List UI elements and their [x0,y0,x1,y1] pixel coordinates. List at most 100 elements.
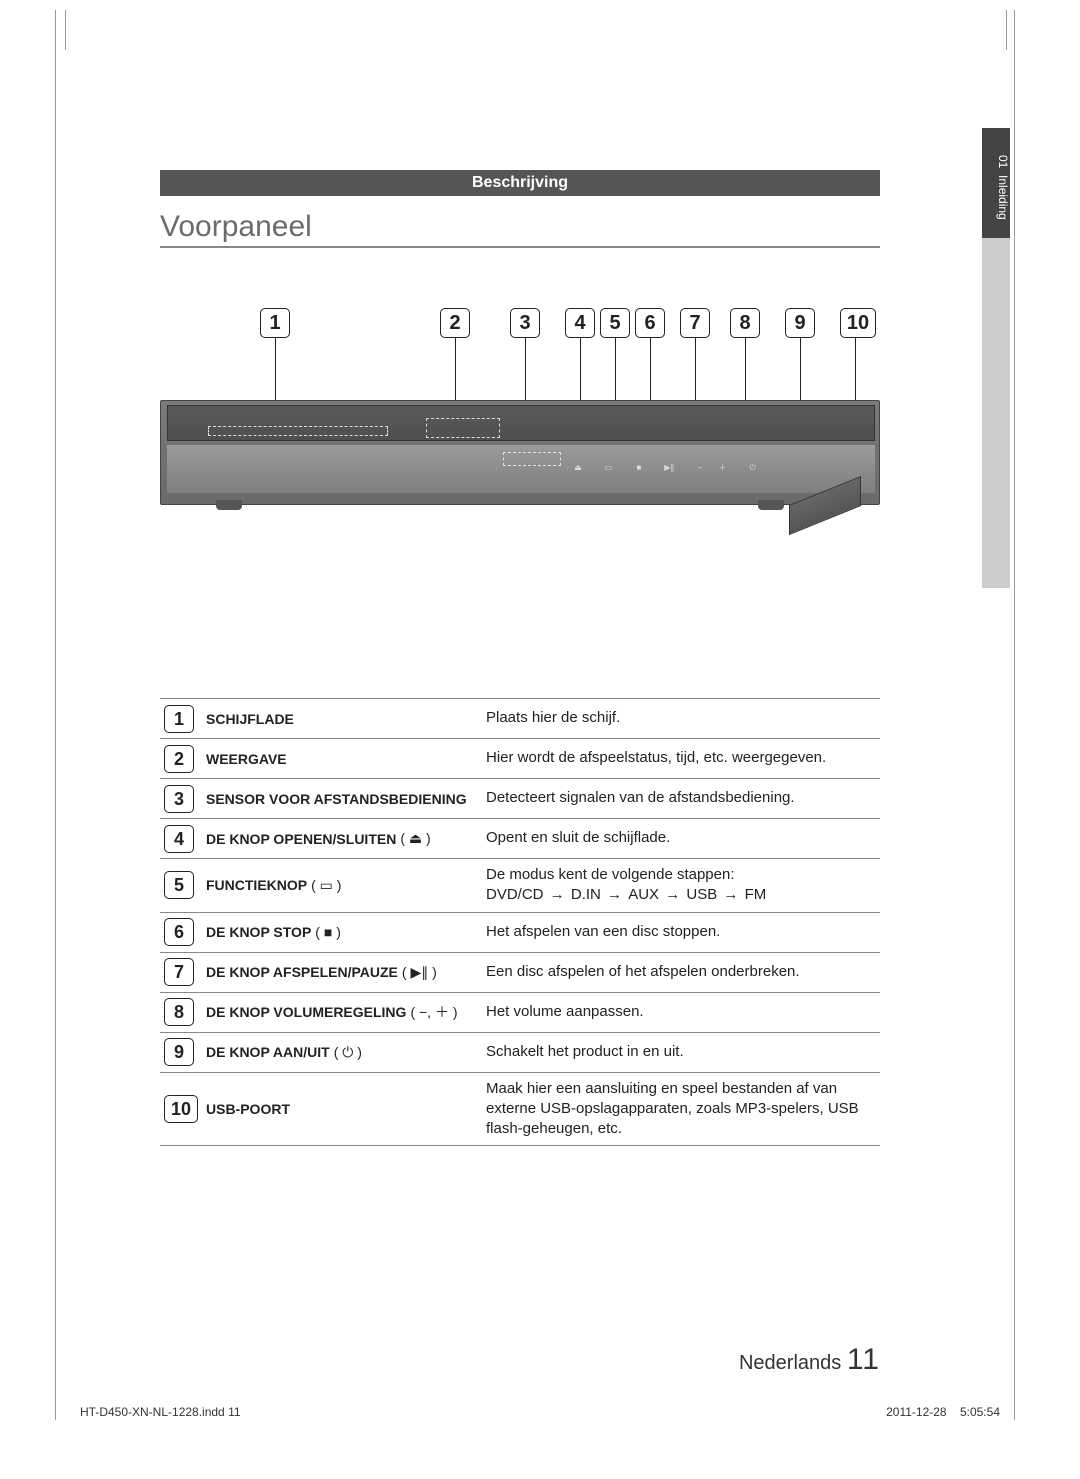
row-name: DE KNOP OPENEN/SLUITEN [206,831,396,847]
row-name-cell: DE KNOP OPENEN/SLUITEN( ⏏ ) [202,824,482,853]
disc-tray-outline [208,426,388,436]
row-description: Detecteert signalen van de afstandsbedie… [482,782,880,814]
print-date: 2011-12-28 [886,1405,947,1419]
vol-up-icon: ＋ [716,462,728,474]
crop-tick [65,10,66,50]
print-metadata: HT-D450-XN-NL-1228.indd 11 2011-12-28 5:… [80,1405,1000,1419]
row-number-cell: 2 [160,740,202,778]
row-name-cell: WEERGAVE [202,745,482,773]
row-icon: ( −, ＋ ) [410,1002,457,1022]
device-button-row: ⏏ ▭ ■ ▶∥ − ＋ ⏻ [572,459,773,473]
device-body: ⏏ ▭ ■ ▶∥ − ＋ ⏻ [160,400,880,505]
table-row: 10 USB-POORT Maak hier een aansluiting en … [160,1073,880,1147]
chapter-number: 01 [996,155,1010,168]
row-icon: ( ⏏ ) [400,830,430,847]
table-row: 8DE KNOP VOLUMEREGELING( −, ＋ )Het volum… [160,993,880,1033]
row-number-box: 6 [164,918,194,946]
front-panel-diagram: 12345678910 ⏏ ▭ ■ ▶∥ − ＋ ⏻ [160,308,880,528]
row-number-box: 2 [164,745,194,773]
callout-box: 6 [635,308,665,338]
arrow-icon: → [659,886,686,903]
row-number-cell: 4 [160,820,202,858]
row-description: Het volume aanpassen. [482,996,880,1028]
chapter-tab-tail [982,238,1010,588]
callout-box: 10 [840,308,876,338]
callout-box: 4 [565,308,595,338]
mode-item: DVD/CD [486,886,544,903]
row-name-cell: DE KNOP VOLUMEREGELING( −, ＋ ) [202,996,482,1028]
row-name: DE KNOP STOP [206,924,311,940]
row-description: Plaats hier de schijf. [482,702,880,734]
device-foot [216,500,242,510]
eject-icon: ⏏ [572,462,584,474]
stop-icon: ■ [633,462,645,474]
row-number-cell: 7 [160,953,202,991]
row-number-cell: 10 [160,1090,202,1128]
row-number-box: 3 [164,785,194,813]
section-bar: Beschrijving [160,170,880,196]
callout-box: 1 [260,308,290,338]
callout-box: 5 [600,308,630,338]
chapter-tab: 01 Inleiding [982,128,1010,238]
row-name: DE KNOP VOLUMEREGELING [206,1004,406,1020]
row-description: Maak hier een aansluiting en speel besta… [482,1073,880,1146]
page-footer: Nederlands 11 [160,1343,880,1377]
row-icon: ( ▶∥ ) [402,964,437,981]
vol-down-icon: − [694,462,706,474]
arrow-icon: → [544,886,571,903]
row-name: USB-POORT [206,1101,290,1117]
device-foot [758,500,784,510]
row-name: SCHIJFLADE [206,711,294,727]
callout-box: 2 [440,308,470,338]
mode-item: USB [686,886,717,903]
play-pause-icon: ▶∥ [663,462,675,474]
row-name-cell: SENSOR VOOR AFSTANDSBEDIENING [202,785,482,813]
row-name: DE KNOP AAN/UIT [206,1044,330,1060]
table-row: 3 SENSOR VOOR AFSTANDSBEDIENINGDetecteert… [160,779,880,819]
legend-table: 1SCHIJFLADEPlaats hier de schijf.2WEERGA… [160,698,880,1146]
callout-line [455,338,456,408]
ir-sensor-outline [503,452,561,466]
row-description: Opent en sluit de schijflade. [482,822,880,854]
mode-item: FM [745,886,767,903]
row-number-box: 4 [164,825,194,853]
row-description: Schakelt het product in en uit. [482,1036,880,1068]
callout-box: 8 [730,308,760,338]
row-name-cell: DE KNOP AFSPELEN/PAUZE( ▶∥ ) [202,958,482,987]
device-front-plate: ⏏ ▭ ■ ▶∥ − ＋ ⏻ [167,445,875,493]
row-name: DE KNOP AFSPELEN/PAUZE [206,964,398,980]
chapter-title: Inleiding [996,175,1010,220]
row-description: Het afspelen van een disc stoppen. [482,916,880,948]
display-outline [426,418,500,438]
row-description: De modus kent de volgende stappen:DVD/CD… [482,859,880,912]
row-number-box: 8 [164,998,194,1026]
page-content: Beschrijving Voorpaneel 12345678910 ⏏ ▭ … [160,170,930,1146]
print-file: HT-D450-XN-NL-1228.indd 11 [80,1405,241,1419]
table-row: 6DE KNOP STOP( ■ )Het afspelen van een d… [160,913,880,953]
arrow-icon: → [601,886,628,903]
row-number-cell: 8 [160,993,202,1031]
page-title: Voorpaneel [160,210,880,248]
row-mode-sequence: DVD/CD → D.IN → AUX → USB → FM [486,885,876,905]
row-name-cell: DE KNOP AAN/UIT( ⏻ ) [202,1038,482,1067]
row-name-cell: FUNCTIEKNOP( ▭ ) [202,871,482,900]
row-number-box: 5 [164,871,194,899]
row-number-box: 7 [164,958,194,986]
arrow-icon: → [717,886,744,903]
table-row: 7DE KNOP AFSPELEN/PAUZE( ▶∥ )Een disc af… [160,953,880,993]
row-description: Hier wordt de afspeelstatus, tijd, etc. … [482,742,880,774]
row-name-cell: SCHIJFLADE [202,705,482,733]
row-number-box: 9 [164,1038,194,1066]
footer-page-number: 11 [847,1343,880,1376]
row-number-cell: 5 [160,866,202,904]
table-row: 2 WEERGAVEHier wordt de afspeelstatus, ti… [160,739,880,779]
row-number-box: 10 [164,1095,198,1123]
sidebar-tab: 01 Inleiding [982,128,1010,588]
device-top-plate [167,405,875,441]
table-row: 9 DE KNOP AAN/UIT( ⏻ )Schakelt het produc… [160,1033,880,1073]
callout-line [275,338,276,408]
print-time: 5:05:54 [960,1405,1000,1419]
callout-box: 9 [785,308,815,338]
table-row: 1SCHIJFLADEPlaats hier de schijf. [160,699,880,739]
table-row: 5 FUNCTIEKNOP( ▭ )De modus kent de volgen… [160,859,880,913]
